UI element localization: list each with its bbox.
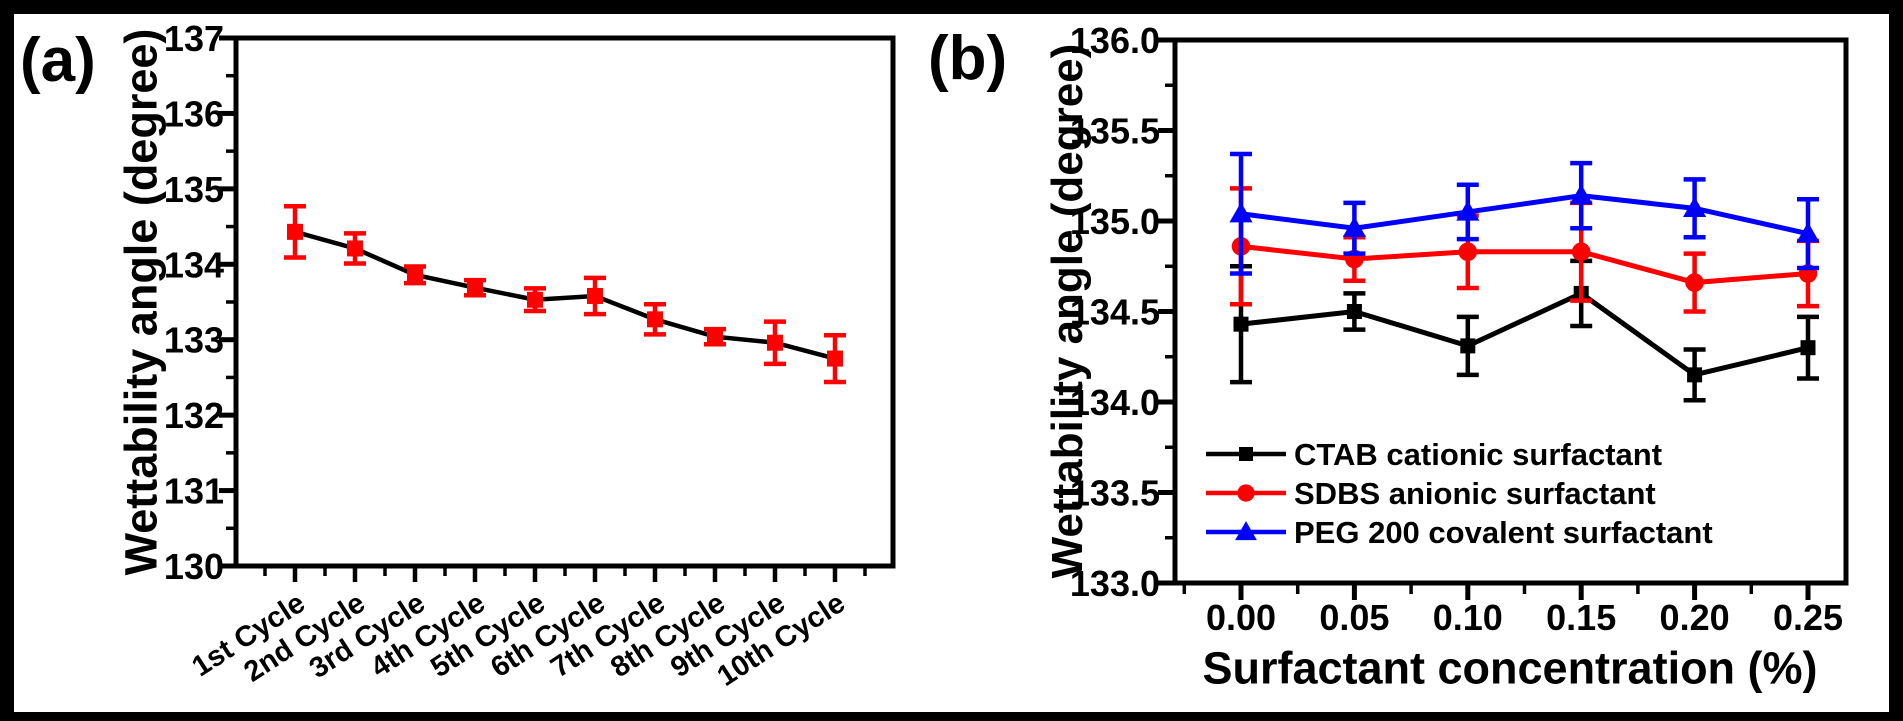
- series-wettability: [284, 203, 846, 385]
- panel-b-label: (b): [928, 24, 1008, 93]
- svg-text:133.0: 133.0: [1070, 563, 1160, 604]
- y-axis-ticks: 133.0 133.5 134.0 134.5 135.0 135.5 136.0: [1070, 20, 1173, 604]
- svg-text:133: 133: [164, 320, 224, 361]
- svg-text:133.5: 133.5: [1070, 473, 1160, 514]
- series-0: [1230, 258, 1819, 403]
- panel-a-label: (a): [20, 26, 96, 95]
- chart-b-legend: CTAB cationic surfactant SDBS anionic su…: [1202, 435, 1713, 551]
- svg-text:134.0: 134.0: [1070, 382, 1160, 423]
- chart-a-y-axis-title: Wettability angle (degree): [115, 28, 167, 576]
- legend-label-peg: PEG 200 covalent surfactant: [1294, 514, 1713, 550]
- svg-text:135.0: 135.0: [1070, 201, 1160, 242]
- legend-marker-red-circle-icon: [1206, 484, 1286, 502]
- svg-text:0.00: 0.00: [1206, 597, 1276, 638]
- svg-text:0.15: 0.15: [1546, 597, 1616, 638]
- y-axis-ticks: 130 131 132 133 134 135 136 137: [164, 18, 234, 587]
- chart-b-y-axis-title: Wettability angle (degree): [1043, 43, 1092, 579]
- svg-text:0.20: 0.20: [1660, 597, 1730, 638]
- legend-item-ctab: CTAB cationic surfactant: [1202, 435, 1713, 473]
- svg-text:0.10: 0.10: [1433, 597, 1503, 638]
- plot-box: [1172, 37, 1849, 586]
- svg-text:132: 132: [164, 395, 224, 436]
- legend-item-sdbs: SDBS anionic surfactant: [1202, 474, 1713, 512]
- svg-text:136: 136: [164, 93, 224, 134]
- svg-text:0.05: 0.05: [1319, 597, 1389, 638]
- series-1: [1230, 186, 1819, 314]
- svg-text:134: 134: [164, 244, 224, 285]
- svg-text:136.0: 136.0: [1070, 20, 1160, 61]
- svg-text:130: 130: [164, 546, 224, 587]
- legend-marker-blue-triangle-icon: [1206, 521, 1286, 541]
- legend-item-peg: PEG 200 covalent surfactant: [1202, 513, 1713, 551]
- x-axis-ticks: 0.00 0.05 0.10 0.15 0.20 0.25: [1182, 585, 1843, 638]
- chart-b-x-axis-title: Surfactant concentration (%): [1202, 642, 1818, 694]
- svg-text:0.25: 0.25: [1773, 597, 1843, 638]
- svg-text:137: 137: [164, 18, 224, 59]
- svg-text:135.5: 135.5: [1070, 111, 1160, 152]
- legend-label-ctab: CTAB cationic surfactant: [1294, 436, 1663, 472]
- plot-box: [233, 35, 896, 569]
- svg-text:135: 135: [164, 169, 224, 210]
- series-2: [1229, 151, 1820, 276]
- legend-marker-black-square-icon: [1206, 447, 1286, 461]
- legend-label-sdbs: SDBS anionic surfactant: [1294, 475, 1656, 511]
- svg-text:131: 131: [164, 471, 224, 512]
- svg-text:134.5: 134.5: [1070, 292, 1160, 333]
